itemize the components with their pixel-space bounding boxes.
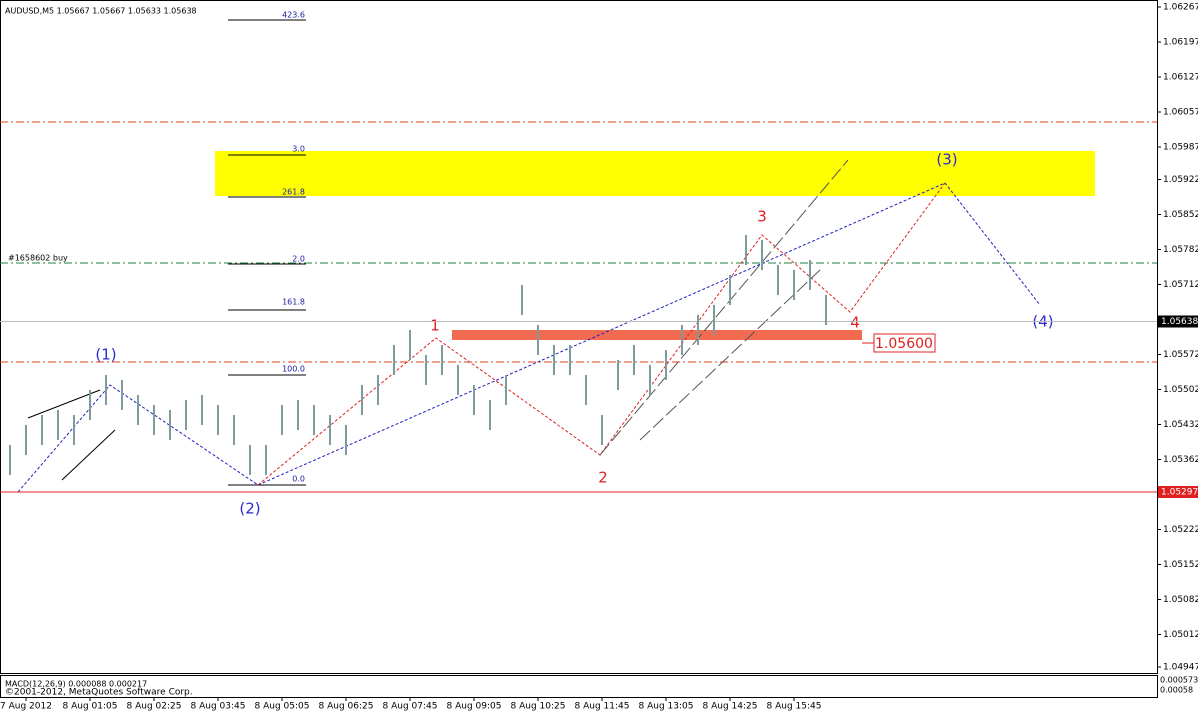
wave-label: 2 xyxy=(598,469,608,487)
x-tick-label: 8 Aug 05:05 xyxy=(255,702,310,712)
x-tick-label: 8 Aug 06:25 xyxy=(319,702,374,712)
fib-label: 3.0 xyxy=(292,145,305,154)
y-tick-label: 1.05152 xyxy=(1163,560,1198,570)
y-tick-label: 1.05712 xyxy=(1163,280,1198,290)
macd-axis-label: 0.000573 xyxy=(1160,676,1198,685)
y-tick-label: 1.04947 xyxy=(1163,663,1198,673)
wave-label: (1) xyxy=(95,346,116,364)
chart-title: AUDUSD,M5 1.05667 1.05667 1.05633 1.0563… xyxy=(5,7,197,16)
macd-axis-label: 0.00058 xyxy=(1160,686,1193,695)
y-tick-label: 1.06127 xyxy=(1163,73,1198,83)
price-tag-label: 1.05297 xyxy=(1161,488,1198,498)
x-tick-label: 8 Aug 09:05 xyxy=(447,702,502,712)
wave-label: (3) xyxy=(936,151,957,169)
fib-lines xyxy=(228,19,306,486)
price-tag-label: 1.05638 xyxy=(1161,317,1198,327)
x-tick-label: 8 Aug 01:05 xyxy=(63,702,118,712)
y-tick-label: 1.05922 xyxy=(1163,175,1198,185)
indicator-label: MACD(12,26,9) 0.000088 0.000217 xyxy=(5,680,147,689)
wave-lines xyxy=(17,159,1041,493)
y-tick-label: 1.06267 xyxy=(1163,3,1198,13)
wave-label: 4 xyxy=(850,314,860,332)
y-tick-label: 1.05082 xyxy=(1163,595,1198,605)
y-tick-label: 1.05432 xyxy=(1163,420,1198,430)
y-tick-label: 1.05502 xyxy=(1163,385,1198,395)
fib-label: 100.0 xyxy=(282,365,305,374)
y-tick-label: 1.05362 xyxy=(1163,455,1198,465)
price-tag xyxy=(1158,486,1198,498)
macd-panel xyxy=(0,675,1158,698)
copyright: ©2001-2012, MetaQuotes Software Corp. xyxy=(5,688,193,698)
y-tick-label: 1.05012 xyxy=(1163,630,1198,640)
fib-label: 161.8 xyxy=(282,298,305,307)
support-zone xyxy=(452,330,862,340)
y-tick-label: 1.05222 xyxy=(1163,525,1198,535)
x-tick-label: 8 Aug 10:25 xyxy=(511,702,566,712)
y-tick-label: 1.05852 xyxy=(1163,210,1198,220)
price-tag xyxy=(1158,315,1198,328)
y-tick-label: 1.05987 xyxy=(1163,143,1198,153)
fib-label: 423.6 xyxy=(282,11,305,20)
fib-label: 2.0 xyxy=(292,255,305,264)
target-label: 1.05600 xyxy=(875,336,933,352)
wave-label: (2) xyxy=(239,500,260,518)
fib-label: 0.0 xyxy=(292,475,305,484)
y-tick-label: 1.06057 xyxy=(1163,108,1198,118)
y-tick-label: 1.06197 xyxy=(1163,38,1198,48)
target-zone xyxy=(215,151,1095,196)
x-tick-label: 8 Aug 13:05 xyxy=(639,702,694,712)
x-tick-label: 8 Aug 02:25 xyxy=(127,702,182,712)
y-tick-label: 1.05782 xyxy=(1163,245,1198,255)
wave-label: 3 xyxy=(757,208,767,226)
x-tick-label: 8 Aug 07:45 xyxy=(383,702,438,712)
x-tick-label: 8 Aug 11:45 xyxy=(575,702,630,712)
x-tick-label: 8 Aug 03:45 xyxy=(191,702,246,712)
main-panel xyxy=(0,0,1158,674)
fib-label: 261.8 xyxy=(282,188,305,197)
wave-label: 1 xyxy=(430,317,440,335)
x-tick-label: 8 Aug 14:25 xyxy=(703,702,758,712)
y-tick-label: 1.05572 xyxy=(1163,350,1198,360)
x-tick-label: 7 Aug 2012 xyxy=(0,702,52,712)
order-label: #1658602 buy xyxy=(8,254,68,263)
x-tick-label: 8 Aug 15:45 xyxy=(767,702,822,712)
